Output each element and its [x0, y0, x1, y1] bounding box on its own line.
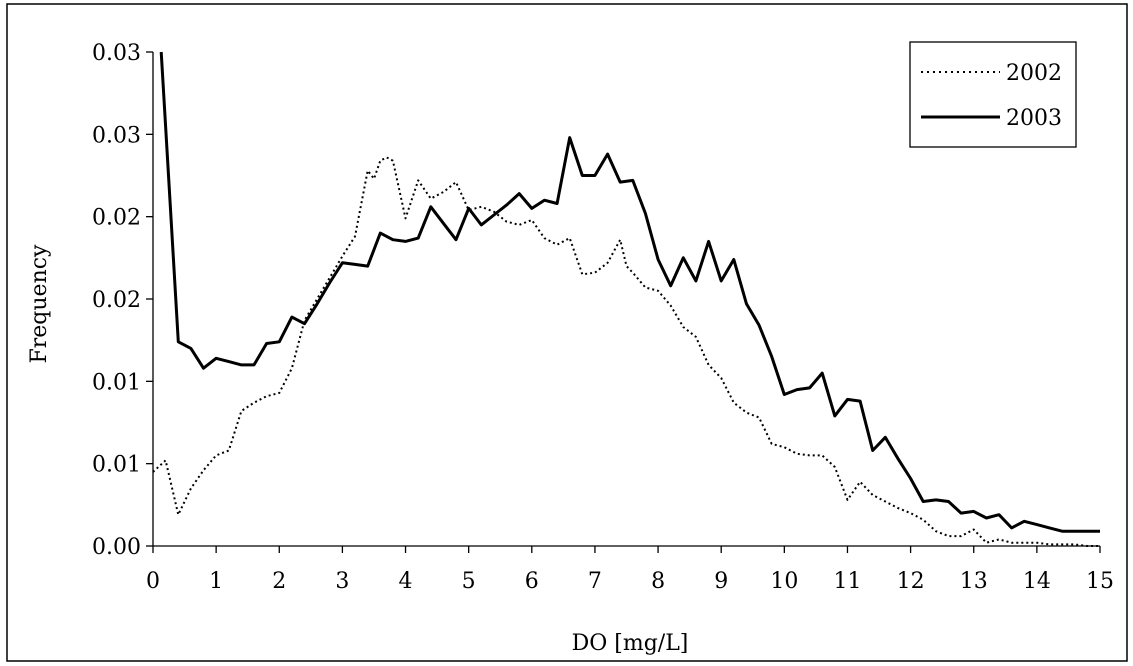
x-tick-label: 13 [960, 569, 988, 594]
x-tick-label: 7 [588, 569, 602, 594]
series-line-2003 [159, 51, 1100, 533]
x-tick-label: 3 [335, 569, 349, 594]
legend-label-2003: 2003 [1006, 106, 1062, 131]
x-tick-label: 6 [525, 569, 539, 594]
x-tick-label: 8 [651, 569, 665, 594]
x-tick-label: 11 [833, 569, 861, 594]
chart-frame [6, 3, 1128, 662]
y-tick-label: 0.03 [92, 123, 141, 148]
y-tick-label: 0.01 [92, 370, 141, 395]
axes: 0.000.010.010.020.020.030.030 1 2 3 4 5 6 7 8 9 10… [92, 41, 1114, 594]
y-tick-label: 0.02 [92, 288, 141, 313]
y-tick-label: 0.02 [92, 206, 141, 231]
legend-box [909, 41, 1077, 148]
y-tick-label: 0.00 [92, 535, 141, 560]
x-tick-label: 2 [272, 569, 286, 594]
x-tick-label: 5 [462, 569, 476, 594]
x-tick-label: 4 [399, 569, 413, 594]
legend: 2002 2003 [909, 41, 1077, 148]
x-tick-label: 9 [714, 569, 728, 594]
y-tick-label: 0.01 [92, 453, 141, 478]
x-axis-title: DO [mg/L] [572, 631, 689, 656]
legend-label-2002: 2002 [1006, 61, 1062, 86]
x-tick-label: 14 [1023, 569, 1051, 594]
x-tick-label: 15 [1086, 569, 1114, 594]
x-tick-label: 12 [897, 569, 925, 594]
y-tick-label: 0.03 [92, 41, 141, 66]
x-tick-label: 1 [209, 569, 223, 594]
plot-area [152, 51, 1100, 547]
x-tick-label: 10 [770, 569, 798, 594]
series-line-2002 [152, 156, 1100, 547]
y-axis-title: Frequency [27, 244, 52, 364]
x-tick-label: 0 [146, 569, 160, 594]
